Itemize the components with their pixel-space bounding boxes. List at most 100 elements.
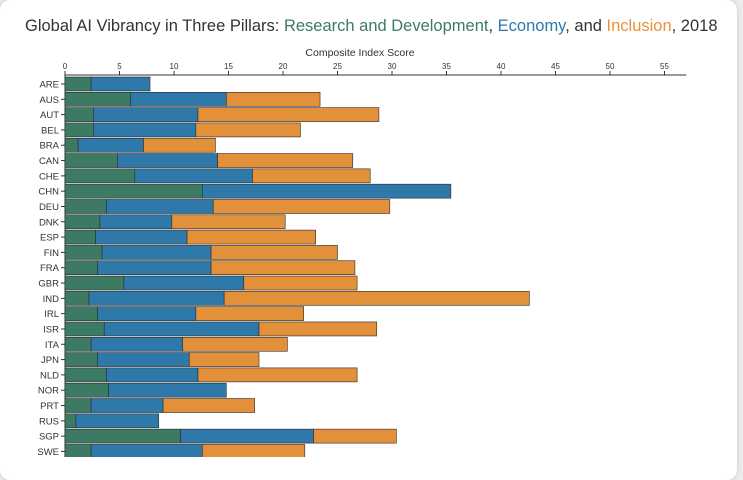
category-label: DEU [39,202,59,213]
category-label: ESP [40,233,59,244]
bar-segment-economy[interactable] [123,275,245,291]
bar-segment-research-and-development[interactable] [64,428,181,444]
bar-segment-economy[interactable] [88,291,225,306]
x-tick-label: 35 [442,62,451,71]
bar-segment-inclusion[interactable] [195,122,301,138]
category-label: SGP [39,432,59,443]
x-tick-label: 10 [170,62,179,71]
bar-segment-inclusion[interactable] [210,260,356,276]
bar-segment-economy[interactable] [77,137,144,153]
bar-segment-research-and-development[interactable] [64,168,136,184]
bar-segment-economy[interactable] [106,199,214,214]
bar-segment-inclusion[interactable] [226,92,321,107]
bar-segment-economy[interactable] [90,444,203,457]
category-label: ARE [39,80,59,91]
bar-segment-research-and-development[interactable] [64,367,107,383]
bar-segment-inclusion[interactable] [143,137,216,153]
bar-segment-research-and-development[interactable] [64,107,94,122]
category-label: IRL [44,309,59,320]
bar-segment-research-and-development[interactable] [64,260,99,276]
bar-segment-inclusion[interactable] [186,229,316,245]
bar-segment-economy[interactable] [90,398,164,413]
bar-segment-inclusion[interactable] [197,367,358,383]
bar-segment-inclusion[interactable] [188,352,260,367]
x-tick-label: 0 [63,62,68,71]
bar-segment-inclusion[interactable] [223,291,530,306]
category-label: CHE [39,171,59,182]
bar-segment-research-and-development[interactable] [64,275,125,291]
bar-segment-economy[interactable] [101,245,212,260]
bar-segment-economy[interactable] [75,413,160,429]
bar-segment-economy[interactable] [103,321,260,337]
bar-segment-economy[interactable] [108,382,227,398]
x-axis-label: Composite Index Score [305,47,414,59]
title-economy: Economy [497,17,566,35]
bar-segment-research-and-development[interactable] [64,336,92,352]
bar-segment-inclusion[interactable] [171,214,286,230]
bar-segment-economy[interactable] [134,168,253,184]
bar-segment-research-and-development[interactable] [64,122,94,138]
bar-segment-inclusion[interactable] [243,275,358,291]
bar-segment-research-and-development[interactable] [64,153,118,168]
bar-segment-economy[interactable] [95,229,188,245]
bar-segment-economy[interactable] [130,92,227,107]
bar-segment-inclusion[interactable] [212,199,391,214]
bar-segment-inclusion[interactable] [258,321,378,337]
y-axis: ARE AUS AUT BEL BRA CAN CHE CHN DEU DNK ESP FIN FRA G… [37,75,66,457]
bar-segment-inclusion[interactable] [195,306,305,321]
x-tick-label: 5 [117,62,122,71]
title-separator-1: , [488,17,498,35]
bar-segment-economy[interactable] [90,76,151,92]
bar-segment-research-and-development[interactable] [64,444,92,457]
category-label: BEL [41,125,59,136]
bar-segment-research-and-development[interactable] [64,413,77,429]
bar-segment-research-and-development[interactable] [64,92,131,107]
x-tick-label: 45 [551,62,560,71]
bar-segment-economy[interactable] [90,336,184,352]
category-label: ITA [45,340,60,351]
bar-segment-inclusion[interactable] [313,428,397,444]
bar-segment-economy[interactable] [93,107,199,122]
bar-segment-research-and-development[interactable] [64,306,99,321]
bar-segment-research-and-development[interactable] [64,214,101,230]
category-label: IND [43,294,60,305]
chart-title: Global AI Vibrancy in Three Pillars: Res… [25,17,718,36]
bar-segment-research-and-development[interactable] [64,137,79,153]
bar-segment-inclusion[interactable] [182,336,288,352]
bar-segment-inclusion[interactable] [202,444,306,457]
bar-segment-research-and-development[interactable] [64,199,107,214]
x-tick-label: 40 [497,62,506,71]
category-label: NOR [38,386,59,397]
bar-segment-economy[interactable] [99,214,173,230]
title-inclusion: Inclusion [606,17,672,35]
bar-segment-economy[interactable] [97,352,190,367]
bar-segment-research-and-development[interactable] [64,183,203,199]
bar-segment-inclusion[interactable] [197,107,380,122]
x-tick-label: 15 [224,62,233,71]
x-tick-label: 20 [279,62,288,71]
category-label: NLD [40,370,59,381]
bar-segment-economy[interactable] [97,306,197,321]
bar-segment-research-and-development[interactable] [64,352,99,367]
title-separator-2: , and [565,17,607,35]
bar-segment-inclusion[interactable] [252,168,371,184]
bar-segment-economy[interactable] [106,367,199,383]
bar-segment-economy[interactable] [93,122,197,138]
bar-segment-economy[interactable] [117,153,218,168]
category-label: AUS [39,95,59,106]
bar-segment-economy[interactable] [202,183,452,199]
bar-segment-inclusion[interactable] [162,398,255,413]
x-axis: 0 5 10 15 20 25 30 35 40 45 50 55 [63,62,687,76]
bar-segment-inclusion[interactable] [210,245,338,260]
bar-segment-economy[interactable] [180,428,314,444]
bar-segment-research-and-development[interactable] [64,398,92,413]
bar-segment-research-and-development[interactable] [64,245,103,260]
title-suffix: , 2018 [671,17,718,35]
bar-segment-research-and-development[interactable] [64,291,90,306]
bar-segment-inclusion[interactable] [217,153,354,168]
bar-segment-research-and-development[interactable] [64,382,109,398]
bar-segment-research-and-development[interactable] [64,229,96,245]
bar-segment-research-and-development[interactable] [64,321,105,337]
bar-segment-research-and-development[interactable] [64,76,92,92]
bar-segment-economy[interactable] [97,260,212,276]
